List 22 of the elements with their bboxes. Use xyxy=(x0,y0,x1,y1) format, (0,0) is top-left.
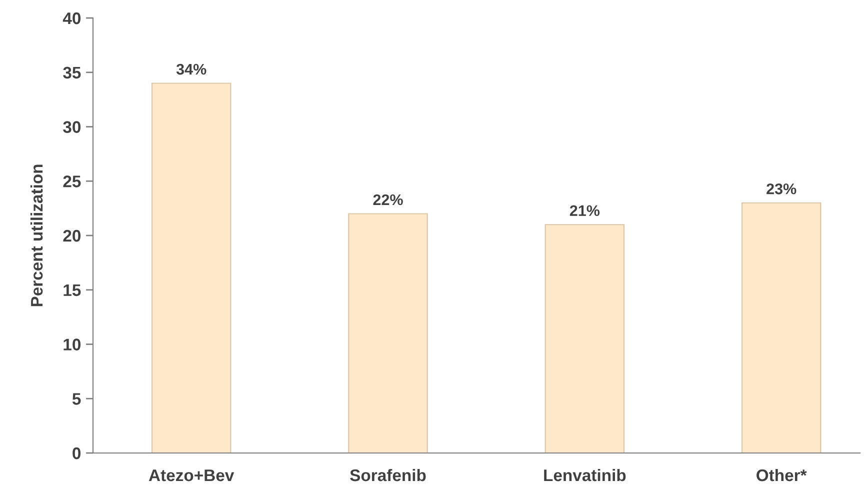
y-tick-label: 20 xyxy=(63,230,81,242)
y-tick-label: 40 xyxy=(62,12,81,24)
bar xyxy=(348,213,428,453)
data-label: 34% xyxy=(176,64,206,75)
y-tick-label: 5 xyxy=(72,393,81,405)
y-tick-label: 35 xyxy=(63,66,81,79)
data-label: 23% xyxy=(766,183,796,194)
bar xyxy=(741,202,822,453)
x-tick-label: Other* xyxy=(756,468,807,482)
x-tick-label: Sorafenib xyxy=(350,468,426,482)
bar xyxy=(151,82,232,453)
bar xyxy=(544,224,625,453)
y-tick-label: 0 xyxy=(72,447,81,460)
y-tick-label: 10 xyxy=(64,338,81,350)
y-tick-label: 25 xyxy=(63,176,81,188)
y-axis-title: Percent utilization xyxy=(30,164,43,306)
y-tick-label: 15 xyxy=(64,284,81,296)
x-tick-label: Atezo+Bev xyxy=(148,470,234,482)
data-label: 21% xyxy=(570,205,600,216)
data-label: 22% xyxy=(373,194,403,206)
x-tick-label: Lenvatinib xyxy=(544,468,626,482)
y-tick-label: 30 xyxy=(63,121,81,133)
